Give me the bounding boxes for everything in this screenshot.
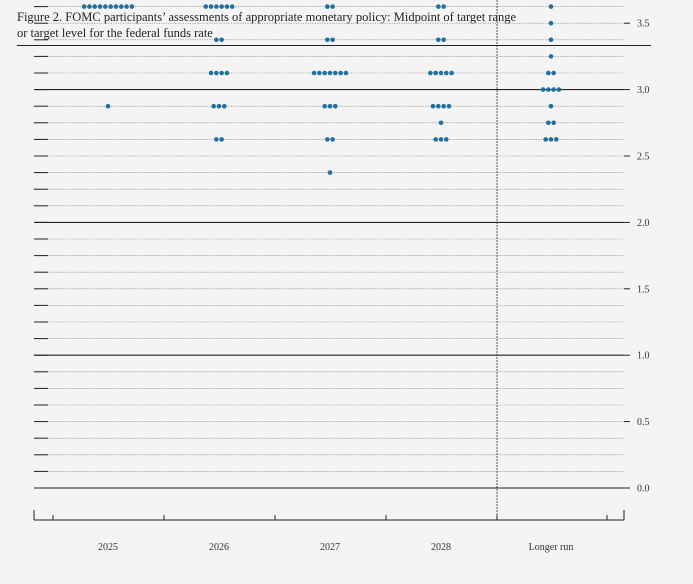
participant-dot [441, 103, 446, 109]
participant-dot [330, 37, 335, 43]
participant-dot [430, 103, 436, 109]
figure-title-line-2: or target level for the federal funds ra… [17, 25, 213, 40]
participant-dot [113, 4, 119, 9]
participant-dot [327, 70, 333, 76]
title-rule [17, 45, 651, 46]
participant-dot [92, 4, 98, 9]
participant-dot [229, 4, 235, 9]
y-tick-label: 1.0 [637, 351, 650, 362]
participant-dot [436, 37, 441, 43]
y-tick-label: 2.5 [637, 152, 650, 163]
participant-dot [441, 37, 446, 43]
participant-dot [438, 120, 444, 126]
participant-dot [325, 4, 330, 9]
participant-dot [211, 103, 216, 109]
y-tick-label: 1.5 [637, 284, 650, 295]
participant-dot [333, 103, 338, 109]
participant-dot [214, 70, 219, 76]
participant-dot [327, 170, 333, 175]
participant-dot [208, 70, 214, 76]
participant-dot [436, 4, 441, 9]
participant-dot [546, 87, 551, 92]
participant-dot [330, 137, 335, 142]
participant-dot [311, 70, 317, 76]
participant-dot [214, 137, 219, 142]
participant-dot [224, 70, 230, 76]
participant-dot [551, 120, 556, 126]
participant-dot [556, 87, 562, 92]
participant-dot [543, 137, 548, 142]
participant-dot [224, 4, 230, 9]
participant-dot [548, 4, 554, 9]
x-tick-label: 2026 [209, 542, 229, 553]
participant-dot [219, 4, 224, 9]
participant-dot [97, 4, 103, 9]
participant-dot [554, 137, 559, 142]
x-tick-label: 2028 [431, 542, 451, 553]
participant-dot [433, 70, 439, 76]
participant-dot [317, 70, 322, 76]
x-tick-label: Longer run [529, 542, 574, 553]
participant-dot [219, 137, 224, 142]
participant-dot [219, 37, 224, 43]
participant-dot [118, 4, 124, 9]
participant-dot [438, 70, 444, 76]
participant-dot [330, 4, 335, 9]
participant-dot [322, 103, 328, 109]
participant-dot [548, 103, 554, 109]
participant-dot [325, 137, 330, 142]
participant-dot [441, 4, 446, 9]
participant-dot [444, 70, 449, 76]
participant-dot [551, 87, 556, 92]
y-tick-label: 0.5 [637, 417, 650, 428]
participant-dot [444, 137, 449, 142]
participant-dot [428, 70, 433, 76]
participant-dot [108, 4, 113, 9]
participant-dot [446, 103, 452, 109]
participant-dot [338, 70, 343, 76]
y-tick-label: 0.0 [637, 484, 650, 495]
participant-dot [548, 20, 554, 26]
participant-dot [87, 4, 92, 9]
participant-dot [327, 103, 333, 109]
participant-dot [449, 70, 454, 76]
y-tick-label: 3.5 [637, 19, 650, 30]
participant-dot [222, 103, 227, 109]
figure-title: Figure 2. FOMC participants’ assessments… [17, 10, 647, 41]
participant-dot [546, 70, 551, 76]
participant-dot [103, 4, 108, 9]
participant-dot [333, 70, 338, 76]
participant-dot [322, 70, 328, 76]
participant-dot [129, 4, 135, 9]
x-tick-label: 2025 [98, 542, 118, 553]
participant-dot [214, 4, 219, 9]
participant-dot [105, 103, 111, 109]
y-tick-label: 2.0 [637, 218, 650, 229]
x-tick-label: 2027 [320, 542, 340, 553]
participant-dot [343, 70, 349, 76]
figure-title-line-1: Figure 2. FOMC participants’ assessments… [17, 10, 517, 24]
participant-dot [540, 87, 546, 92]
participant-dot [81, 4, 87, 9]
participant-dot [548, 37, 554, 43]
participant-dot [438, 137, 444, 142]
y-tick-label: 3.0 [637, 85, 650, 96]
participant-dot [436, 103, 441, 109]
participant-dot [216, 103, 222, 109]
participant-dot [548, 137, 554, 142]
participant-dot [433, 137, 439, 142]
participant-dot [325, 37, 330, 43]
participant-dot [124, 4, 129, 9]
participant-dot [551, 70, 556, 76]
participant-dot [203, 4, 209, 9]
participant-dot [546, 120, 551, 126]
participant-dot [219, 70, 224, 76]
participant-dot [214, 37, 219, 43]
participant-dot [208, 4, 214, 9]
participant-dot [548, 54, 554, 59]
